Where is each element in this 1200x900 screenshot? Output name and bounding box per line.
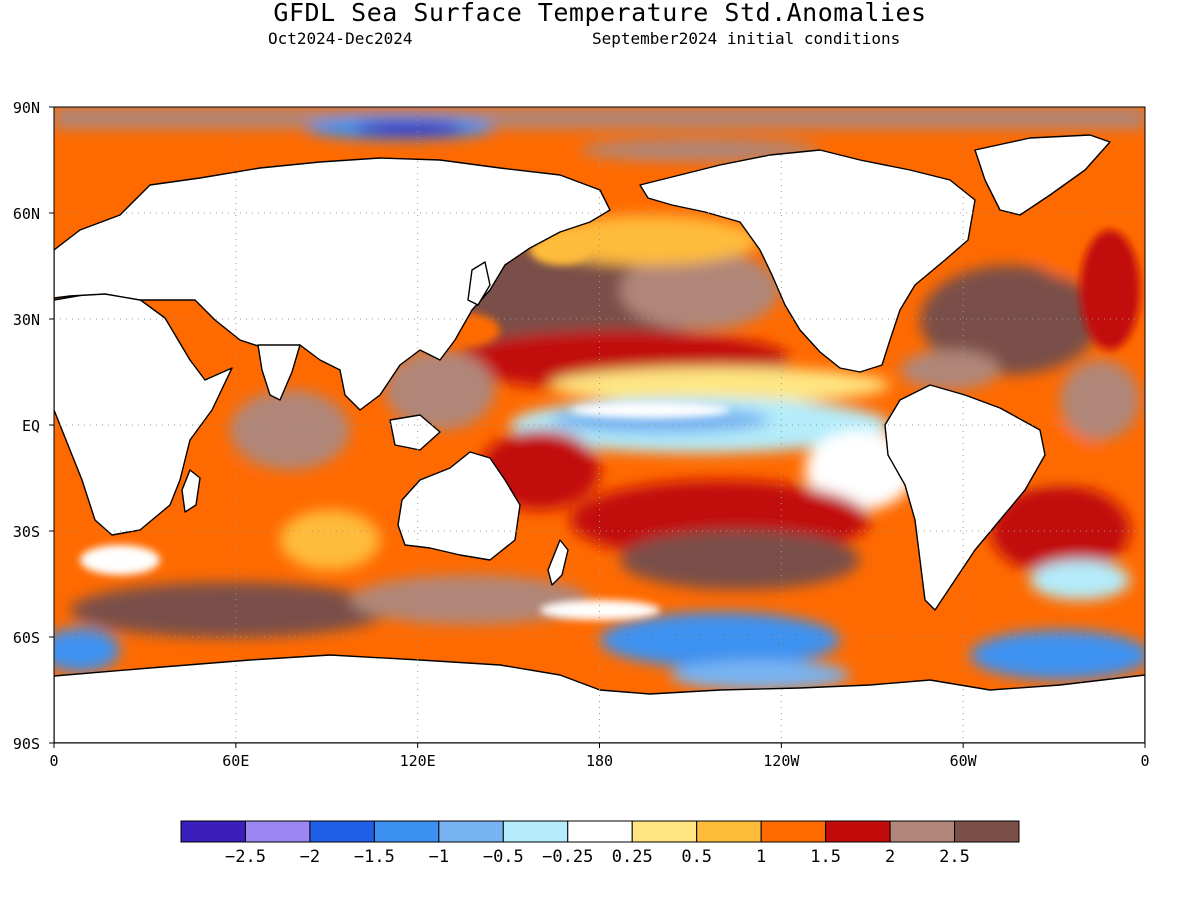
longitude-labels: 0 60E 120E 180 120W 60W 0: [49, 743, 1150, 770]
colorbar-label: 0.5: [681, 847, 712, 867]
colorbar-swatch: [889, 820, 956, 843]
land-greenland: [974, 134, 1111, 216]
colorbar-swatch: [567, 820, 633, 843]
lon-tick-label: 120W: [763, 752, 800, 770]
lon-tick-label: 0: [1140, 752, 1149, 770]
initial-conditions: September2024 initial conditions: [592, 29, 901, 48]
lon-tick-label: 60W: [950, 752, 978, 770]
lat-tick-label: 60N: [13, 205, 40, 223]
land-antarctica: [54, 654, 1145, 743]
colorbar-swatch: [309, 820, 375, 843]
land-north-america: [639, 149, 976, 373]
colorbar-label: 0.25: [612, 847, 653, 867]
colorbar-label: −1.5: [354, 847, 395, 867]
latitude-labels: 90N 60N 30N EQ 30S 60S 90S: [13, 99, 54, 753]
colorbar-label: 2.5: [939, 847, 970, 867]
lat-tick-label: 60S: [13, 629, 40, 647]
graticule: [54, 107, 1145, 743]
colorbar: [180, 820, 1020, 843]
colorbar-labels: −2.5 −2 −1.5 −1 −0.5 −0.25 0.25 0.5 1 1.5 2 2.5: [225, 847, 970, 867]
land-australia: [397, 451, 521, 561]
colorbar-swatch: [438, 820, 504, 843]
colorbar-swatch: [954, 820, 1020, 843]
colorbar-label: −2.5: [225, 847, 266, 867]
lon-tick-label: 180: [586, 752, 613, 770]
colorbar-swatch: [502, 820, 569, 843]
land-madagascar: [181, 469, 201, 513]
colorbar-label: −1: [429, 847, 449, 867]
map-title: GFDL Sea Surface Temperature Std.Anomali…: [273, 0, 927, 27]
lat-tick-label: 90S: [13, 735, 40, 753]
lat-tick-label: 30N: [13, 311, 40, 329]
colorbar-label: −2: [300, 847, 320, 867]
land-masses: [54, 134, 1145, 743]
lon-tick-label: 60E: [222, 752, 249, 770]
colorbar-swatch: [180, 820, 246, 843]
lon-tick-label: 0: [49, 752, 58, 770]
colorbar-label: 1: [756, 847, 766, 867]
lat-tick-label: EQ: [22, 417, 40, 435]
colorbar-swatch: [373, 820, 440, 843]
land-india: [257, 344, 301, 401]
colorbar-swatch: [696, 820, 762, 843]
lon-tick-label: 120E: [400, 752, 436, 770]
colorbar-label: 1.5: [810, 847, 841, 867]
colorbar-swatch: [631, 820, 698, 843]
colorbar-label: −0.5: [483, 847, 524, 867]
lat-tick-label: 90N: [13, 99, 40, 117]
colorbar-swatch: [760, 820, 827, 843]
colorbar-swatch: [825, 820, 891, 843]
land-new-zealand: [547, 539, 569, 586]
colorbar-label: −0.25: [542, 847, 593, 867]
land-japan: [467, 261, 491, 306]
land-africa: [54, 291, 233, 536]
land-south-america: [884, 384, 1046, 611]
colorbar-swatch: [244, 820, 311, 843]
land-maritime-continent: [389, 414, 441, 451]
land-eurasia: [54, 157, 611, 411]
colorbar-label: 2: [885, 847, 895, 867]
lat-tick-label: 30S: [13, 523, 40, 541]
forecast-period: Oct2024-Dec2024: [268, 29, 413, 48]
